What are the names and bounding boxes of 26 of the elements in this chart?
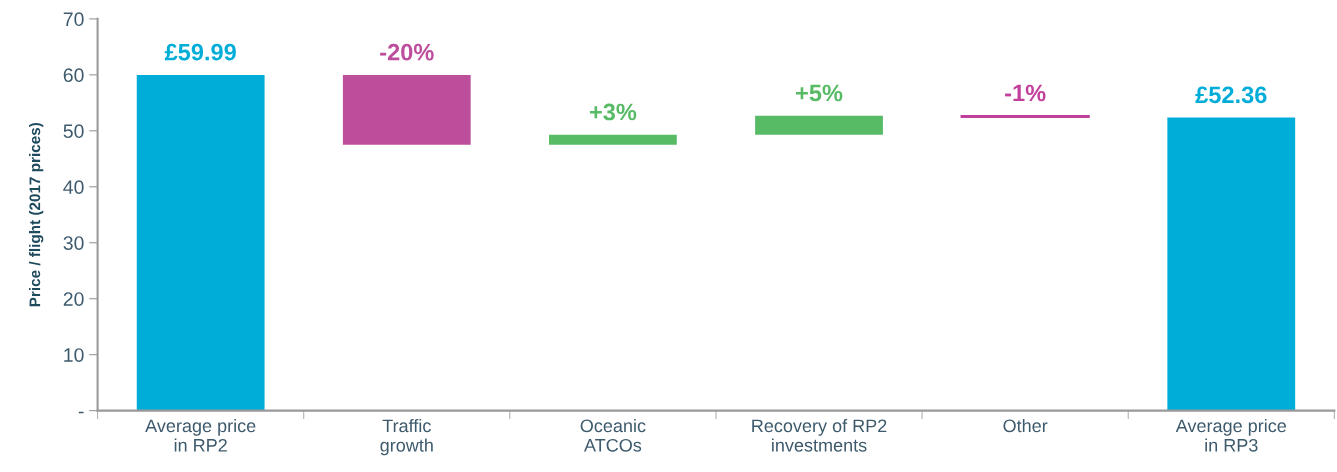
bar <box>1167 117 1296 411</box>
bar <box>755 115 883 135</box>
y-tick-label: 20 <box>63 292 84 306</box>
bar <box>342 74 471 145</box>
x-tick-label: Average price in RP2 <box>145 418 256 452</box>
y-tick-label: 50 <box>63 124 84 139</box>
x-tick-label: Other <box>1003 418 1048 433</box>
annotation: -1% <box>1005 84 1046 102</box>
y-tick-label: 60 <box>63 68 84 83</box>
y-tick-label: 10 <box>64 348 84 362</box>
x-tick-label: Oceanic ATCOs <box>580 418 646 452</box>
y-tick-label: - <box>78 411 84 414</box>
annotation: £59.99 <box>164 43 236 61</box>
bar <box>549 134 677 145</box>
y-axis-title: Price / flight (2017 prices) <box>29 122 44 307</box>
annotation: +5% <box>796 84 843 102</box>
annotation: £52.36 <box>1195 86 1267 104</box>
y-tick-label: 30 <box>63 236 84 250</box>
x-tick-label: Recovery of RP2 investments <box>752 418 887 452</box>
y-tick-label: 70 <box>63 12 84 27</box>
annotation: +3% <box>589 103 637 121</box>
x-tick-label: Average price in RP3 <box>1175 418 1287 452</box>
y-tick-label: 40 <box>63 180 84 195</box>
x-tick-label: Traffic growth <box>380 418 433 456</box>
bar <box>136 74 265 411</box>
annotation: -20% <box>380 43 434 61</box>
